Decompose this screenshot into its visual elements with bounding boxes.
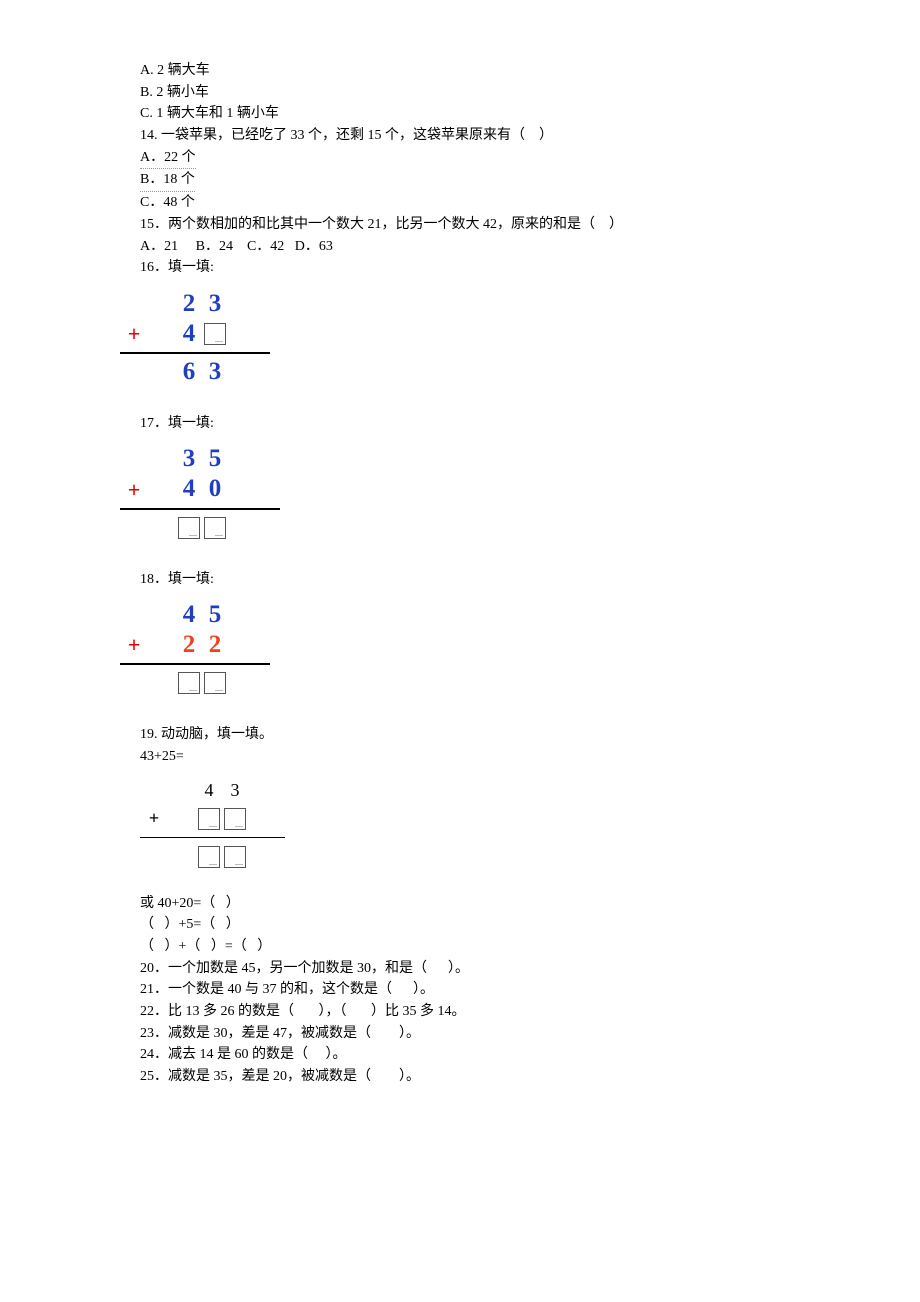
q19-label2: 43+25=	[140, 746, 780, 768]
q19-blank-a2[interactable]	[224, 808, 246, 830]
q18-mid-2: 2	[202, 626, 228, 665]
q14-stem: 14. 一袋苹果，已经吃了 33 个，还剩 15 个，这袋苹果原来有（ ）	[140, 125, 780, 147]
q20: 20．一个加数是 45，另一个加数是 30，和是（ ）。	[140, 958, 780, 980]
q17-mid-1: 4	[176, 470, 202, 509]
q19-alt-3: （ ）+（ ）=（ ）	[140, 936, 780, 958]
q23: 23．减数是 30，差是 47，被减数是（ ）。	[140, 1023, 780, 1045]
q18-arith: 4 5 + 2 2	[120, 600, 270, 698]
q18-plus: +	[120, 628, 148, 662]
q16-mid-1: 4	[176, 315, 202, 354]
q25: 25．减数是 35，差是 20，被减数是（ ）。	[140, 1066, 780, 1088]
q16-res-2: 3	[202, 353, 228, 392]
q17-label: 17．填一填:	[140, 413, 780, 435]
q13-opt-b: B. 2 辆小车	[140, 82, 780, 104]
q16-label: 16．填一填:	[140, 257, 780, 279]
q19-blank-a1[interactable]	[198, 808, 220, 830]
q19-arith: 4 3 +	[140, 778, 285, 873]
q19-blank-b1[interactable]	[198, 846, 220, 868]
q13-opt-a: A. 2 辆大车	[140, 60, 780, 82]
q19-alt-1: 或 40+20=（ ）	[140, 893, 780, 915]
q22: 22．比 13 多 26 的数是（ ），（ ）比 35 多 14。	[140, 1001, 780, 1023]
q16-arith: 2 3 + 4 6 3	[120, 289, 270, 387]
q18-label: 18．填一填:	[140, 569, 780, 591]
q17-mid-2: 0	[202, 470, 228, 509]
q21: 21．一个数是 40 与 37 的和，这个数是（ ）。	[140, 979, 780, 1001]
q16-top-2: 3	[202, 285, 228, 324]
q19-top-1: 4	[196, 777, 222, 805]
q14-opt-b: B．18 个	[140, 169, 780, 192]
q15-opts: A．21 B．24 C．42 D．63	[140, 236, 780, 258]
q19-alt-2: （ ）+5=（ ）	[140, 914, 780, 936]
q17-blank-1[interactable]	[178, 517, 200, 539]
q15-stem: 15．两个数相加的和比其中一个数大 21，比另一个数大 42，原来的和是（ ）	[140, 214, 780, 236]
q16-blank[interactable]	[204, 323, 226, 345]
q17-blank-2[interactable]	[204, 517, 226, 539]
q18-blank-2[interactable]	[204, 672, 226, 694]
q19-label1: 19. 动动脑，填一填。	[140, 724, 780, 746]
q14-opt-c: C．48 个	[140, 192, 780, 214]
q16-plus: +	[120, 317, 148, 351]
q13-opt-c: C. 1 辆大车和 1 辆小车	[140, 103, 780, 125]
q17-arith: 3 5 + 4 0	[120, 445, 280, 543]
q16-res-1: 6	[176, 353, 202, 392]
q19-plus: +	[140, 805, 168, 833]
q19-line	[140, 837, 285, 838]
q18-mid-1: 2	[176, 626, 202, 665]
q24: 24．减去 14 是 60 的数是（ ）。	[140, 1044, 780, 1066]
q19-top-2: 3	[222, 777, 248, 805]
q14-opt-a: A．22 个	[140, 147, 780, 170]
q18-blank-1[interactable]	[178, 672, 200, 694]
q17-plus: +	[120, 473, 148, 507]
q19-blank-b2[interactable]	[224, 846, 246, 868]
